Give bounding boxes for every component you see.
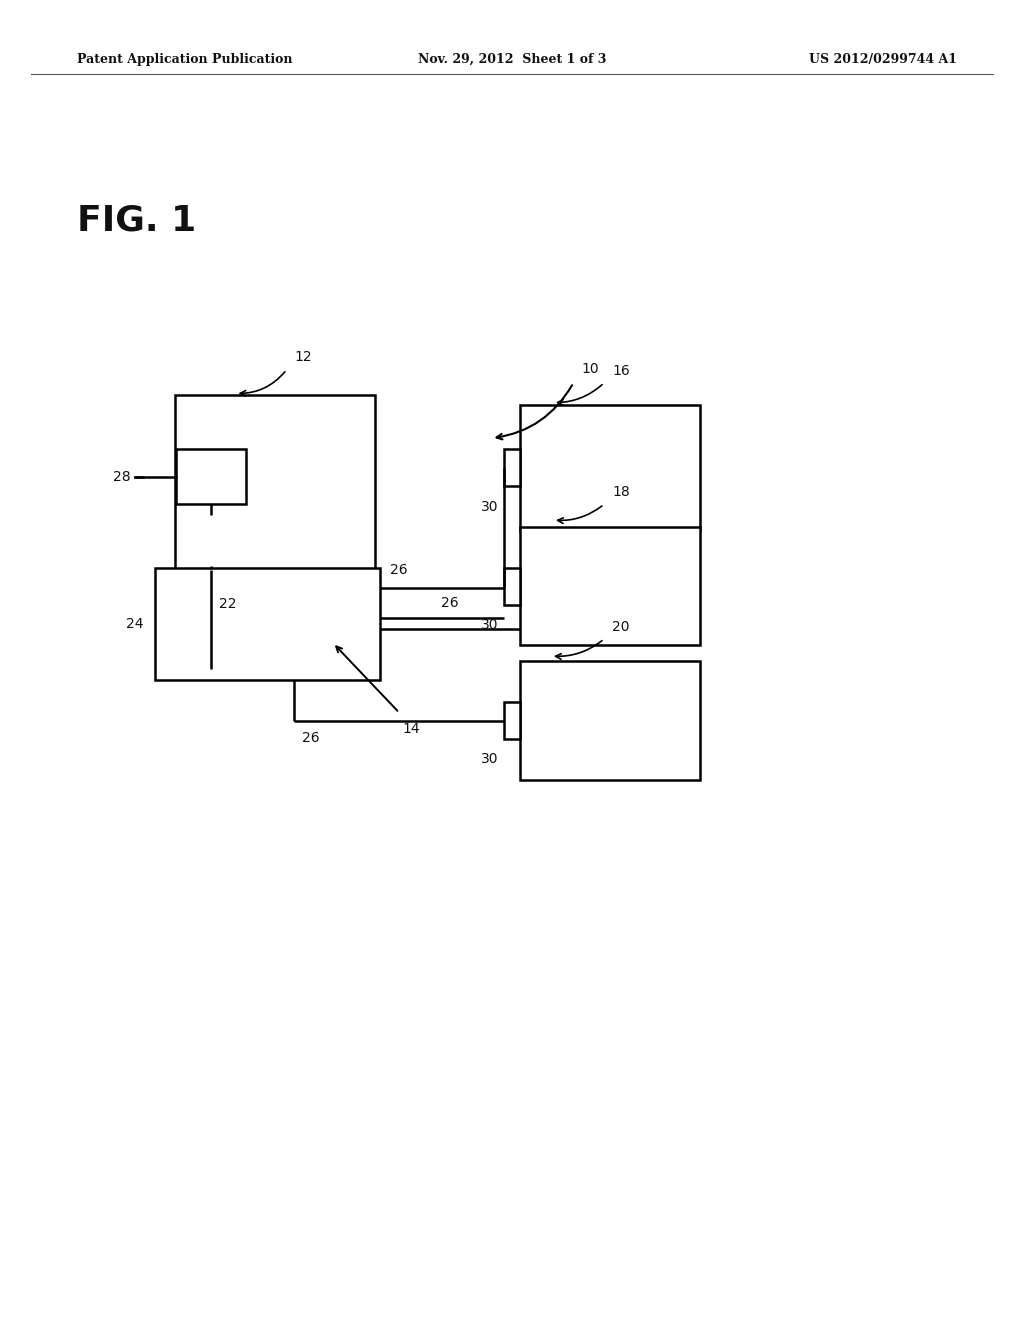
Text: Nov. 29, 2012  Sheet 1 of 3: Nov. 29, 2012 Sheet 1 of 3	[418, 53, 606, 66]
Text: 16: 16	[612, 363, 630, 378]
Bar	[520, 405, 700, 531]
Text: 10: 10	[582, 362, 599, 376]
Bar	[504, 449, 520, 487]
Bar	[520, 661, 700, 780]
Text: 30: 30	[481, 752, 499, 767]
Text: 22: 22	[219, 597, 237, 611]
Text: 26: 26	[390, 564, 408, 577]
Text: 30: 30	[481, 500, 499, 513]
Text: 12: 12	[295, 350, 312, 364]
Text: 28: 28	[114, 470, 131, 483]
Bar	[504, 568, 520, 605]
Text: 30: 30	[481, 618, 499, 632]
Text: 18: 18	[612, 484, 630, 499]
Text: 26: 26	[302, 731, 321, 746]
Bar	[155, 568, 380, 680]
Bar	[504, 702, 520, 739]
Bar	[176, 449, 246, 504]
Text: US 2012/0299744 A1: US 2012/0299744 A1	[809, 53, 957, 66]
Text: 24: 24	[126, 616, 143, 631]
Text: FIG. 1: FIG. 1	[77, 203, 196, 238]
Bar	[520, 527, 700, 645]
Text: 20: 20	[612, 619, 630, 634]
Bar	[175, 395, 375, 570]
Text: Patent Application Publication: Patent Application Publication	[77, 53, 292, 66]
Text: 14: 14	[402, 722, 420, 737]
Text: 26: 26	[441, 597, 459, 610]
